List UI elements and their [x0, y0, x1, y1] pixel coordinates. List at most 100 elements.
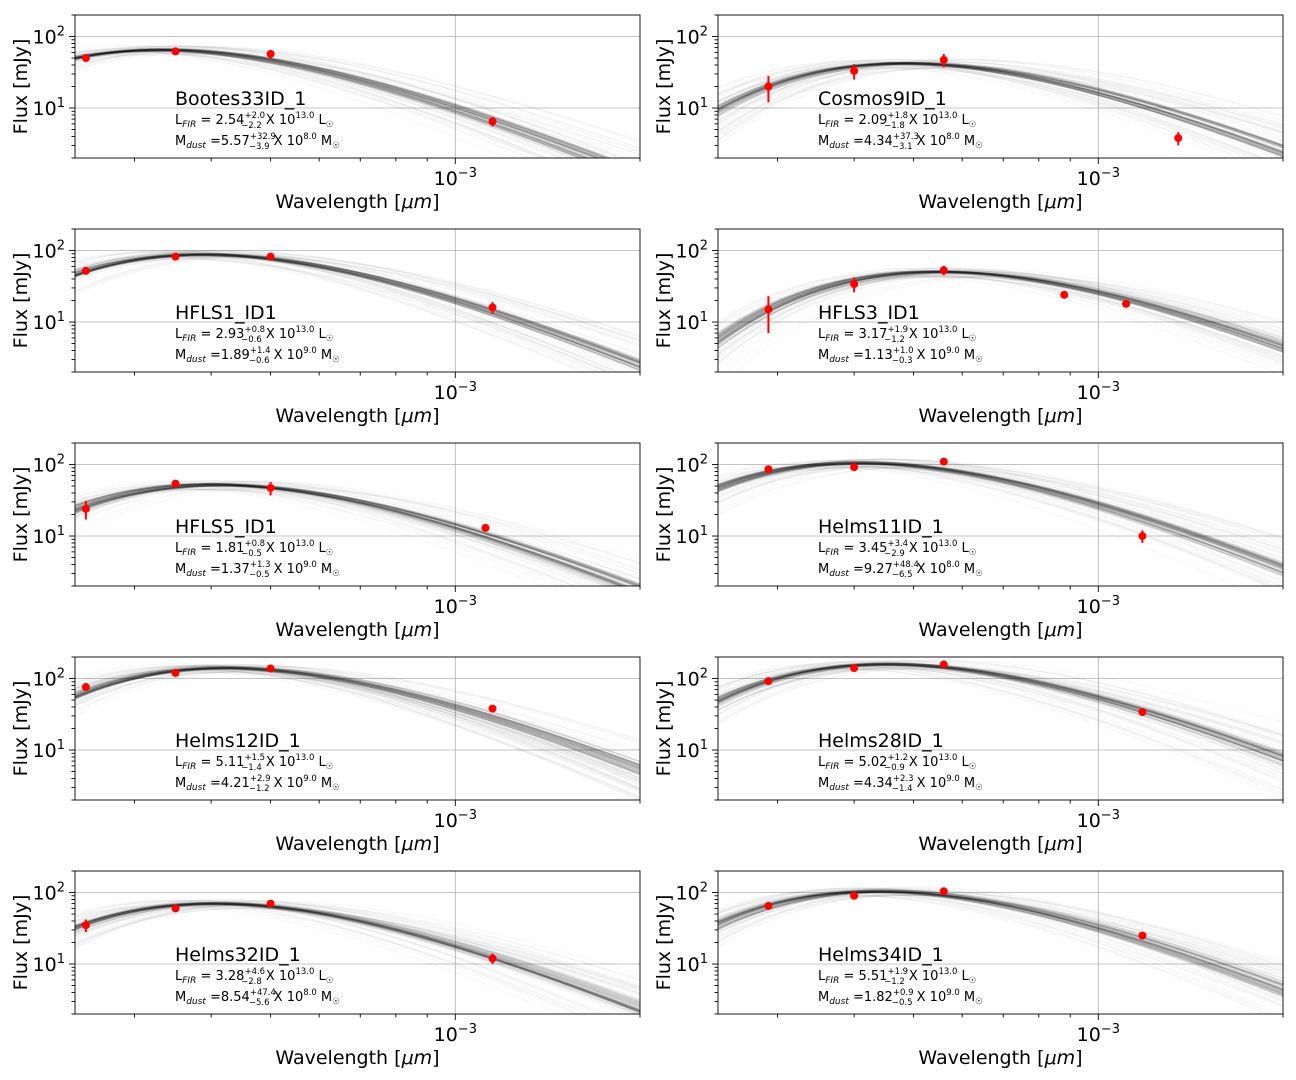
data-points: [81, 664, 497, 713]
model-sample-line: [75, 483, 614, 586]
model-sample-line: [718, 663, 1283, 762]
y-axis: 101 102: [33, 228, 75, 373]
x-axis-title: Wavelength [μm]: [918, 191, 1082, 213]
mdust-annotation: Mdust =1.37+1.3 −0.5 X 109.0 M☉: [175, 560, 340, 580]
model-sample-line: [75, 254, 640, 364]
data-point: [764, 901, 773, 910]
data-point: [171, 904, 180, 913]
y-axis: 101 102: [33, 870, 75, 1015]
model-sample-line: [718, 890, 1283, 995]
model-sample-line: [75, 253, 640, 372]
model-sample-line: [75, 666, 640, 766]
chart-panel: 10−3 101 102 Wavelength [μm] Flux [mJy] Boote…: [10, 14, 641, 213]
y-tick-label: 101: [676, 952, 708, 976]
y-tick-label: 101: [33, 524, 65, 548]
model-sample-line: [718, 62, 1283, 153]
model-sample-line: [75, 252, 640, 371]
model-sample-line: [718, 62, 1283, 157]
model-sample-line: [75, 483, 628, 586]
x-axis: 10−3: [134, 800, 641, 832]
data-point: [488, 704, 497, 713]
model-sample-line: [718, 664, 1283, 758]
model-sample-line: [718, 891, 1283, 991]
x-tick-label: 10−3: [1077, 380, 1120, 404]
model-sample-line: [718, 891, 1283, 996]
model-curves: [75, 666, 640, 779]
model-sample-line: [75, 901, 640, 1002]
data-point: [266, 49, 275, 58]
chart-panel: 10−3 101 102 Wavelength [μm] Flux [mJy] Helms…: [653, 870, 1284, 1069]
model-curves: [75, 252, 640, 372]
model-sample-line: [718, 662, 1283, 755]
model-sample-line: [75, 48, 603, 158]
model-sample-line: [75, 49, 589, 158]
x-tick-label: 10−3: [434, 808, 477, 832]
x-tick-label: 10−3: [1077, 166, 1120, 190]
data-points: [764, 660, 1147, 717]
data-points: [764, 457, 1147, 543]
model-sample-line: [75, 485, 629, 586]
model-sample-line: [75, 668, 640, 770]
model-sample-line: [75, 668, 640, 766]
data-point: [764, 305, 773, 314]
model-sample-line: [75, 50, 585, 158]
model-sample-line: [718, 61, 1283, 147]
data-point: [481, 523, 490, 532]
model-sample-line: [75, 902, 640, 1005]
model-sample-line: [718, 63, 1283, 147]
model-sample-line: [718, 891, 1283, 985]
source-name: Helms11ID_1: [818, 516, 944, 538]
source-name: Helms32ID_1: [175, 944, 301, 966]
model-sample-line: [75, 903, 640, 1014]
model-sample-line: [718, 891, 1283, 997]
data-point: [1138, 931, 1147, 940]
model-sample-line: [718, 63, 1283, 147]
model-sample-line: [75, 483, 623, 586]
data-points: [81, 479, 490, 532]
model-sample-line: [75, 49, 593, 158]
x-tick-label: 10−3: [1077, 1022, 1120, 1046]
model-sample-line: [718, 62, 1283, 155]
y-tick-label: 101: [33, 96, 65, 120]
model-sample-line: [718, 462, 1283, 574]
data-point: [81, 504, 90, 513]
model-sample-line: [718, 271, 1283, 351]
model-sample-line: [75, 483, 628, 586]
model-curves: [75, 901, 640, 1014]
model-sample-line: [75, 902, 640, 1013]
model-sample-line: [718, 663, 1283, 762]
chart-panel: 10−3 101 102 Wavelength [μm] Flux [mJy] HFLS5…: [10, 442, 641, 641]
data-point: [1138, 708, 1147, 717]
model-sample-line: [718, 271, 1283, 345]
data-point: [850, 664, 859, 673]
model-sample-line: [718, 664, 1283, 754]
data-point: [266, 899, 275, 908]
y-axis-title: Flux [mJy]: [10, 467, 32, 563]
model-sample-line: [75, 254, 640, 368]
lfir-annotation: LFIR = 5.02+1.2 −0.9 X 1013.0 L☉: [818, 753, 976, 773]
model-sample-line: [718, 463, 1283, 567]
model-sample-line: [718, 462, 1283, 568]
y-tick-label: 102: [33, 881, 65, 905]
mdust-annotation: Mdust =4.21+2.9 −1.2 X 109.0 M☉: [175, 774, 340, 794]
model-sample-line: [718, 461, 1283, 569]
y-tick-label: 102: [33, 453, 65, 477]
chart-panel: 10−3 101 102 Wavelength [μm] Flux [mJy] Helms…: [10, 656, 641, 855]
x-axis-title: Wavelength [μm]: [275, 191, 439, 213]
model-sample-line: [718, 270, 1283, 347]
x-tick-label: 10−3: [1077, 808, 1120, 832]
model-sample-line: [718, 890, 1283, 986]
y-tick-label: 102: [676, 453, 708, 477]
model-sample-line: [718, 63, 1283, 152]
x-axis: 10−3: [777, 372, 1284, 404]
model-sample-line: [75, 484, 640, 586]
model-sample-line: [718, 462, 1283, 569]
model-sample-line: [75, 904, 640, 1011]
data-point: [850, 891, 859, 900]
model-sample-line: [718, 664, 1283, 757]
model-sample-line: [718, 664, 1283, 762]
y-axis-title: Flux [mJy]: [653, 39, 675, 135]
model-sample-line: [718, 891, 1283, 987]
model-sample-line: [718, 270, 1283, 353]
model-sample-line: [75, 483, 640, 586]
